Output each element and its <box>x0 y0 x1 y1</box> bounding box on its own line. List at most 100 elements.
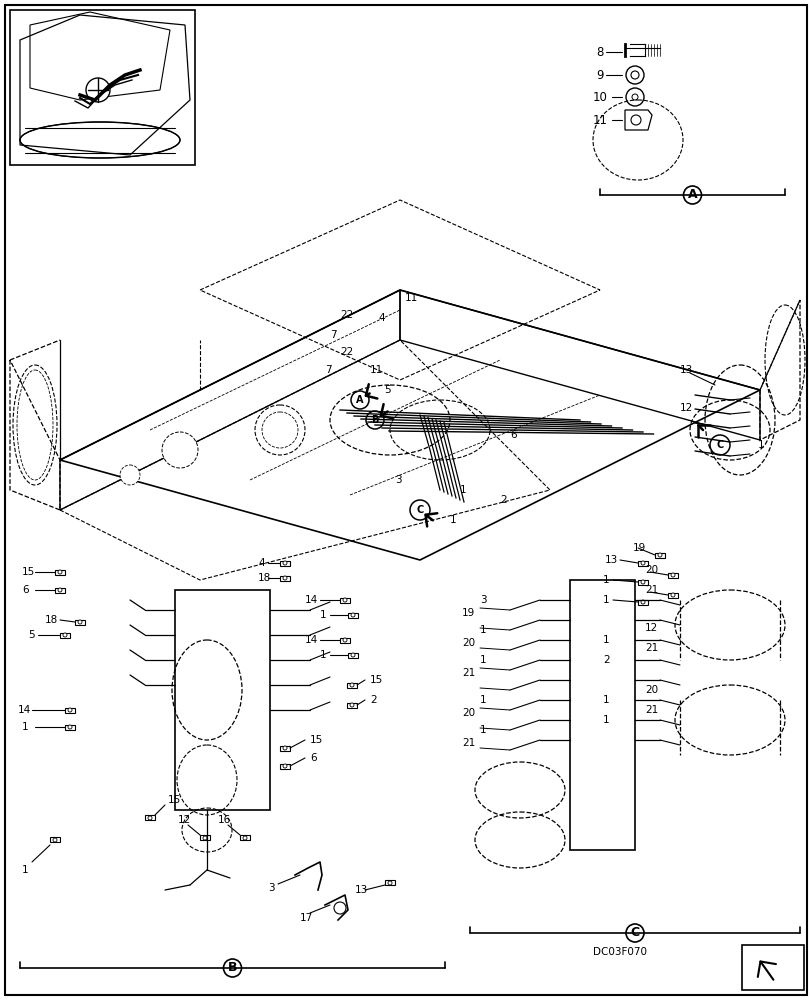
Text: 14: 14 <box>18 705 31 715</box>
Bar <box>667 592 677 597</box>
Circle shape <box>333 902 345 914</box>
Text: 1: 1 <box>479 655 486 665</box>
Text: 21: 21 <box>644 585 658 595</box>
Text: 15: 15 <box>370 675 383 685</box>
Bar <box>280 746 290 750</box>
Bar <box>50 837 60 842</box>
Circle shape <box>625 924 643 942</box>
Bar <box>55 587 65 592</box>
Circle shape <box>410 500 430 520</box>
Text: 2: 2 <box>603 655 609 665</box>
Circle shape <box>625 88 643 106</box>
Bar <box>75 619 85 624</box>
Circle shape <box>223 959 241 977</box>
Text: A: A <box>356 395 363 405</box>
Text: 6: 6 <box>310 753 316 763</box>
Circle shape <box>630 115 640 125</box>
Bar <box>346 682 357 688</box>
Circle shape <box>58 570 62 574</box>
Text: 1: 1 <box>479 625 486 635</box>
Circle shape <box>657 553 661 557</box>
Text: 2: 2 <box>370 695 376 705</box>
Bar <box>280 764 290 768</box>
Circle shape <box>68 708 72 712</box>
Text: 16: 16 <box>217 815 231 825</box>
Circle shape <box>86 78 109 102</box>
Text: 4: 4 <box>378 313 384 323</box>
Text: 20: 20 <box>644 685 657 695</box>
Bar <box>65 708 75 712</box>
Bar <box>340 597 350 602</box>
Text: 5: 5 <box>28 630 35 640</box>
Circle shape <box>63 633 67 637</box>
Bar <box>348 652 358 658</box>
Text: 1: 1 <box>603 635 609 645</box>
Bar <box>384 880 394 885</box>
Circle shape <box>350 613 354 617</box>
Text: 12: 12 <box>178 815 191 825</box>
Circle shape <box>640 561 644 565</box>
Text: 8: 8 <box>595 46 603 59</box>
Bar <box>10 10 195 165</box>
Circle shape <box>709 435 729 455</box>
Bar <box>280 576 290 580</box>
Text: 1: 1 <box>603 695 609 705</box>
Circle shape <box>350 391 368 409</box>
Text: 3: 3 <box>268 883 274 893</box>
Bar <box>145 815 155 820</box>
Text: 21: 21 <box>644 643 658 653</box>
Text: 17: 17 <box>299 913 313 923</box>
Text: 14: 14 <box>305 595 318 605</box>
Text: 20: 20 <box>644 565 657 575</box>
Text: 21: 21 <box>461 668 474 678</box>
Bar <box>348 612 358 617</box>
Circle shape <box>625 66 643 84</box>
Text: 15: 15 <box>168 795 181 805</box>
Circle shape <box>350 653 354 657</box>
Bar <box>667 572 677 578</box>
Bar <box>637 560 647 566</box>
Bar <box>741 945 803 990</box>
Text: 19: 19 <box>633 543 646 553</box>
Text: 1: 1 <box>479 695 486 705</box>
Bar <box>175 590 270 810</box>
Circle shape <box>283 764 286 768</box>
Text: 11: 11 <box>370 365 383 375</box>
Text: 22: 22 <box>340 310 353 320</box>
Circle shape <box>388 881 392 885</box>
Circle shape <box>283 746 286 750</box>
Bar <box>280 560 290 566</box>
Text: 3: 3 <box>479 595 486 605</box>
Text: 1: 1 <box>603 575 609 585</box>
Bar <box>65 724 75 730</box>
Text: 10: 10 <box>592 91 607 104</box>
Text: C: C <box>715 440 723 450</box>
Text: 14: 14 <box>305 635 318 645</box>
Text: 13: 13 <box>679 365 693 375</box>
Text: 6: 6 <box>509 430 516 440</box>
Circle shape <box>350 683 354 687</box>
Text: 21: 21 <box>461 738 474 748</box>
Circle shape <box>670 593 674 597</box>
Circle shape <box>631 94 637 100</box>
Circle shape <box>342 598 346 602</box>
Text: 9: 9 <box>595 69 603 82</box>
Text: 1: 1 <box>479 725 486 735</box>
Text: 13: 13 <box>354 885 368 895</box>
Bar <box>60 633 70 638</box>
Text: 20: 20 <box>461 638 474 648</box>
Bar <box>200 835 210 840</box>
Circle shape <box>162 432 198 468</box>
Circle shape <box>670 573 674 577</box>
Circle shape <box>255 405 305 455</box>
Text: 11: 11 <box>405 293 418 303</box>
Text: 20: 20 <box>461 708 474 718</box>
Text: A: A <box>687 188 697 202</box>
Circle shape <box>683 186 701 204</box>
Circle shape <box>68 725 72 729</box>
Text: DC03F070: DC03F070 <box>592 947 646 957</box>
Text: 18: 18 <box>258 573 271 583</box>
Circle shape <box>640 600 644 604</box>
Text: 7: 7 <box>329 330 337 340</box>
Bar <box>637 580 647 584</box>
